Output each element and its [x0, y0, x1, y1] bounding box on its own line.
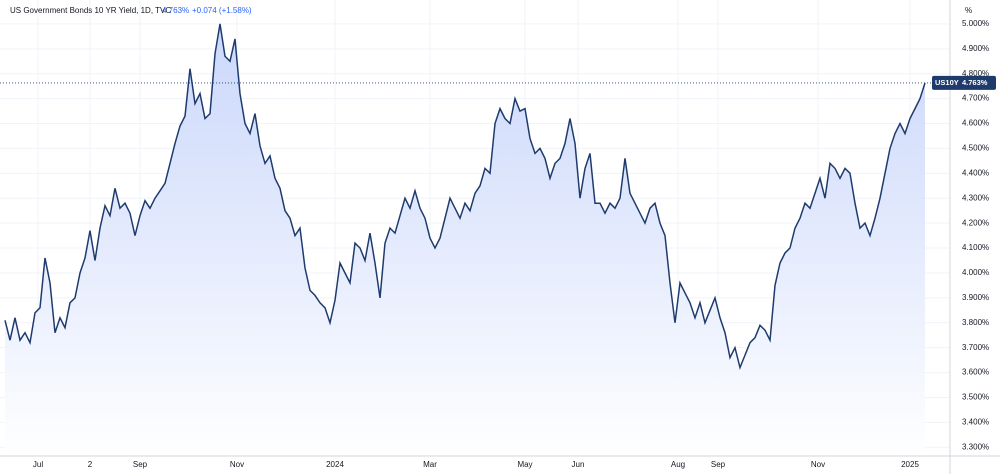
x-tick-label: Jul [33, 460, 43, 469]
x-tick-label: Mar [423, 460, 437, 469]
area [5, 23, 925, 457]
y-tick-label: 4.300% [962, 193, 989, 202]
y-tick-label: 4.400% [962, 168, 989, 177]
x-tick-label: Sep [711, 460, 726, 469]
price: 4.763% [162, 6, 189, 15]
x-tick-label: Nov [811, 460, 825, 469]
y-tick-label: 4.500% [962, 144, 989, 153]
price-badge [932, 75, 996, 90]
y-tick-label: 3.700% [962, 343, 989, 352]
x-tick-label: Nov [230, 460, 244, 469]
x-tick-label: 2 [88, 460, 93, 469]
change: +0.074 (+1.58%) [192, 6, 252, 15]
y-tick-label: 4.000% [962, 268, 989, 277]
y-tick-label: 4.800% [962, 69, 989, 78]
x-tick-label: 2025 [901, 460, 919, 469]
axes: 3.300% 3.400% 3.500% 3.600% 3.700% 3.800% 3.90… [33, 19, 996, 469]
y-tick-label: 4.600% [962, 119, 989, 128]
y-tick-label: 4.100% [962, 243, 989, 252]
plot [0, 23, 950, 457]
y-tick-label: 3.800% [962, 318, 989, 327]
y-tick-label: 3.600% [962, 368, 989, 377]
badge-price: 4.763% [962, 78, 988, 87]
y-tick-label: 4.700% [962, 94, 989, 103]
y-unit: % [965, 6, 972, 15]
y-tick-label: 5.000% [962, 19, 989, 28]
x-tick-label: Jun [572, 460, 585, 469]
y-tick-label: 3.300% [962, 442, 989, 451]
badge-symbol: US10Y [935, 78, 959, 87]
x-tick-label: May [517, 460, 532, 469]
y-tick-label: 3.500% [962, 393, 989, 402]
x-tick-label: Aug [671, 460, 685, 469]
y-tick-label: 4.900% [962, 44, 989, 53]
x-tick-label: 2024 [326, 460, 344, 469]
x-tick-label: Sep [133, 460, 148, 469]
chart-title: US Government Bonds 10 YR Yield, 1D, TVC [10, 6, 171, 15]
y-tick-label: 4.200% [962, 218, 989, 227]
y-tick-label: 3.900% [962, 293, 989, 302]
y-tick-label: 3.400% [962, 417, 989, 426]
line [4, 23, 926, 371]
